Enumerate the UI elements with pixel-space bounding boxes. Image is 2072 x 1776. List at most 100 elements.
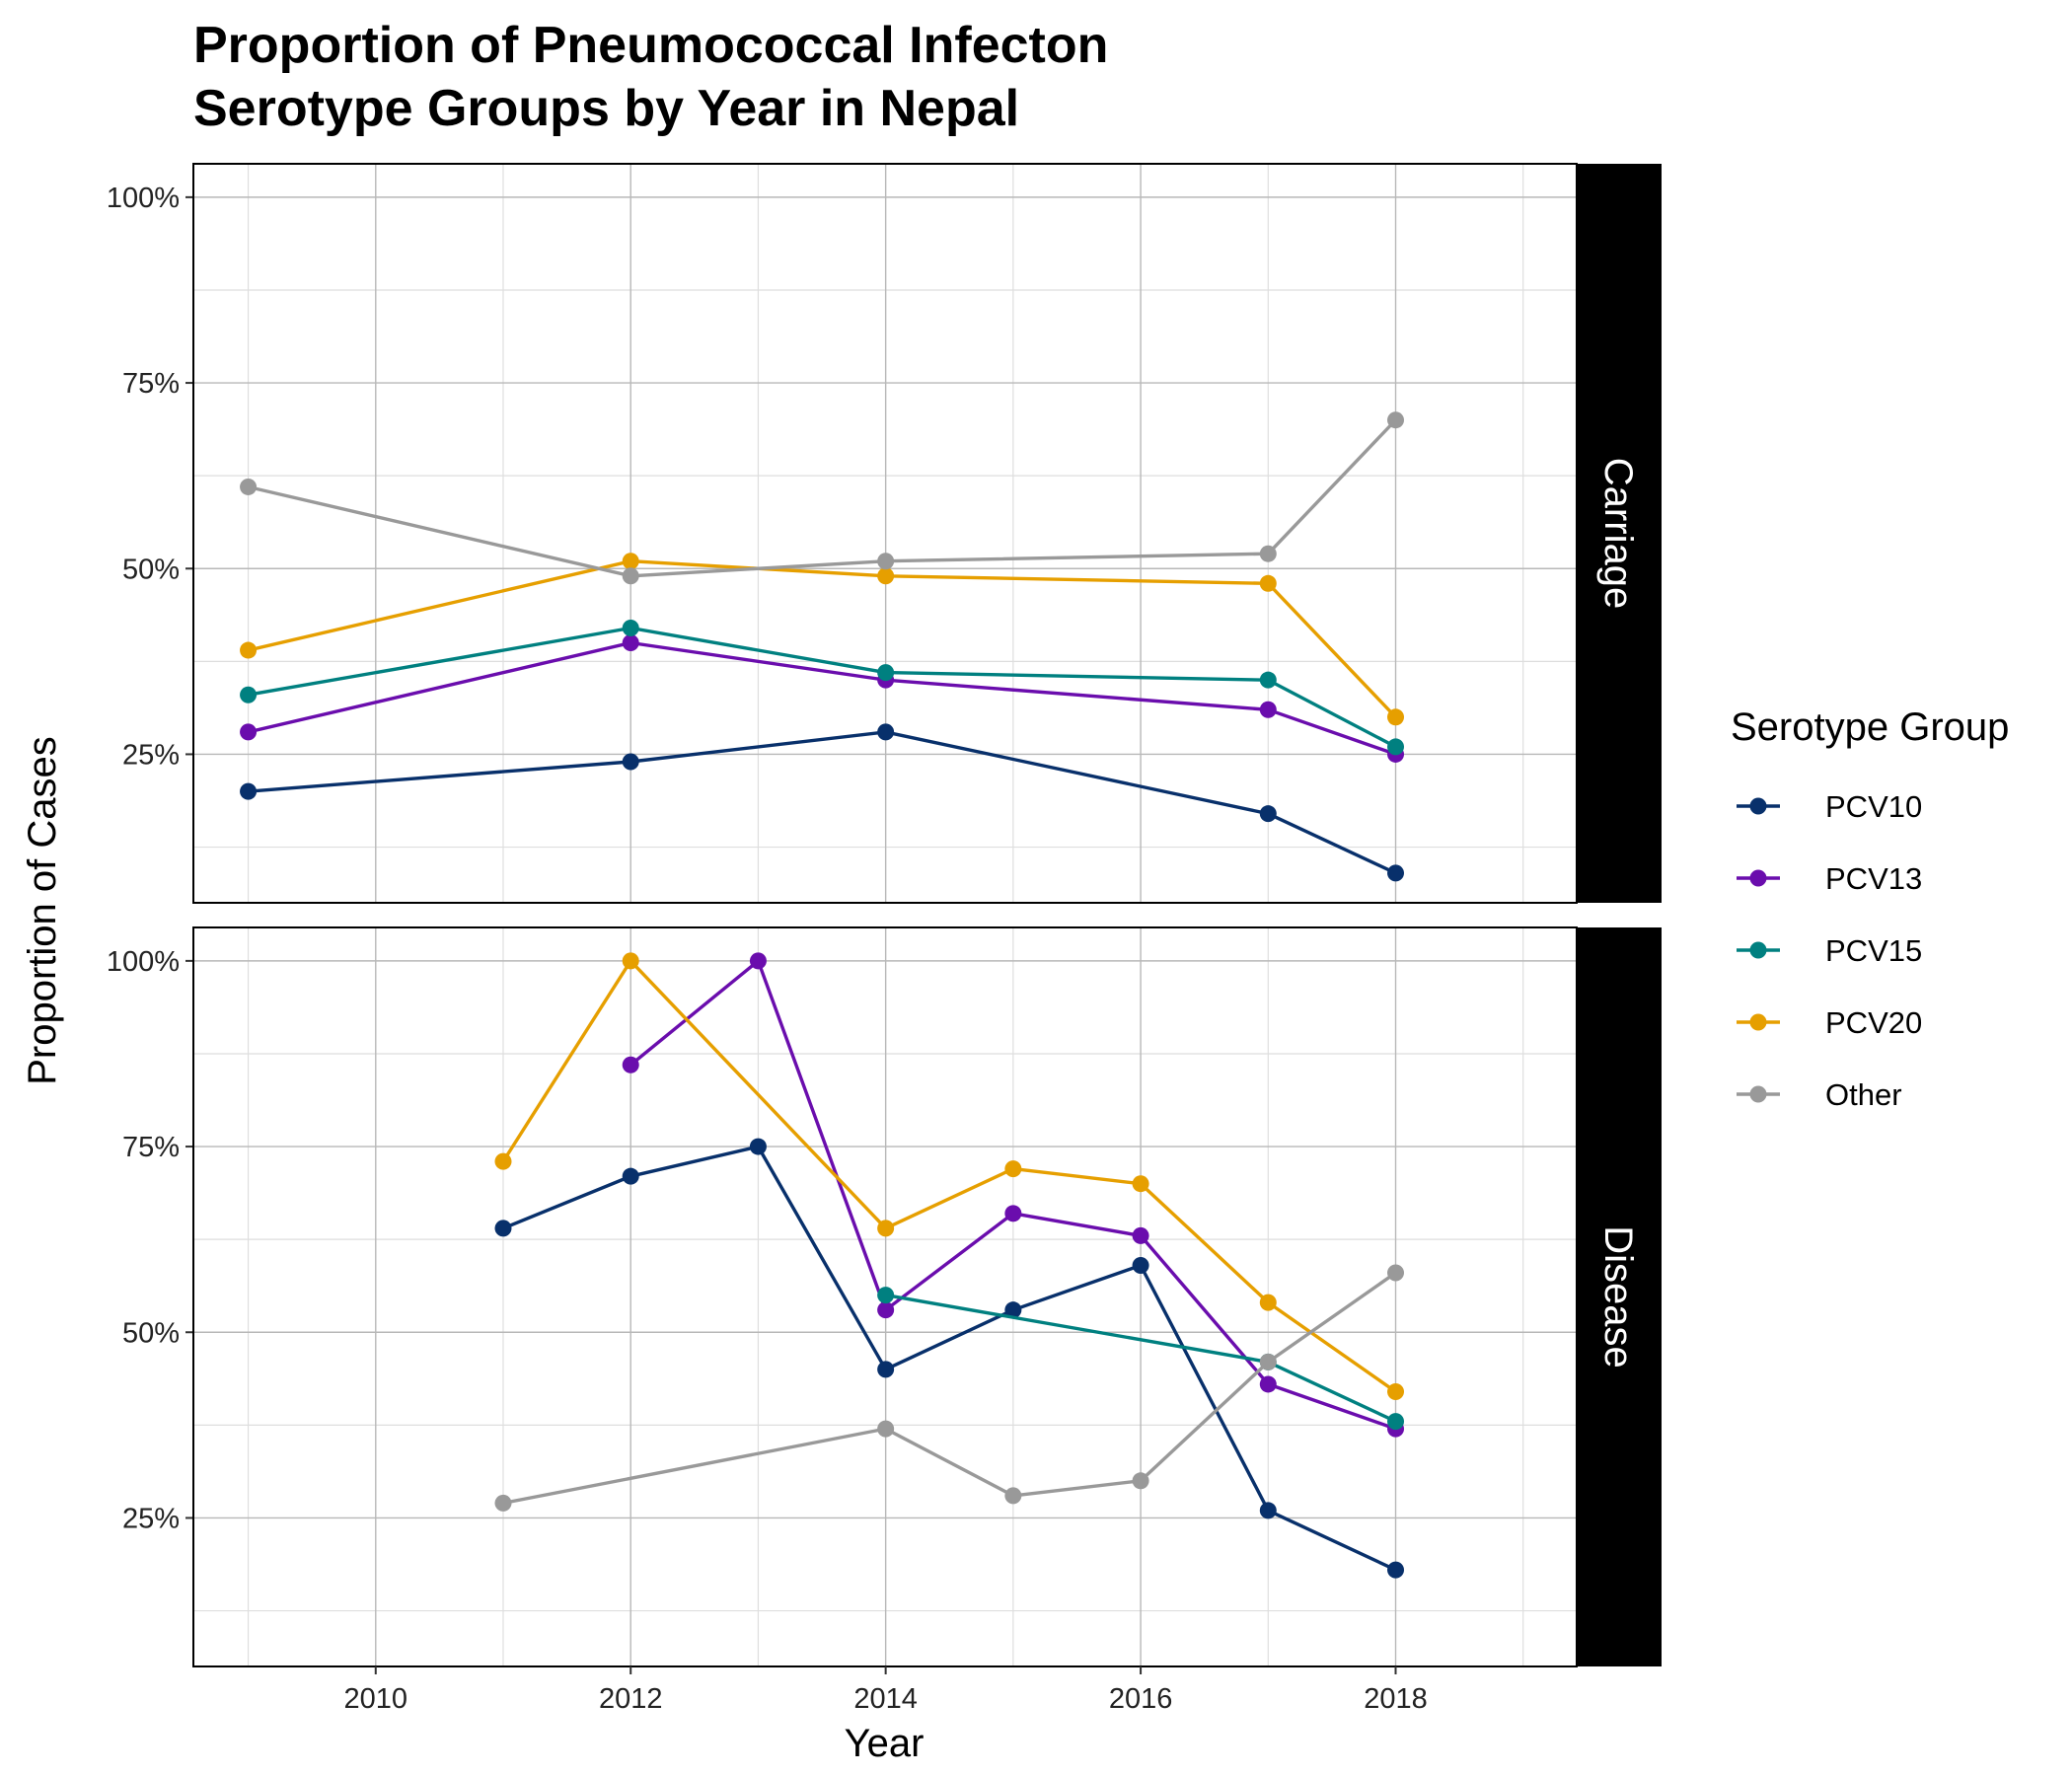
series-pcv10-disease (494, 1138, 1405, 1579)
legend-label: PCV10 (1825, 789, 1922, 824)
legend-entry-pcv10: PCV10 (1737, 789, 1922, 824)
x-tick-label: 2014 (853, 1683, 918, 1715)
x-tick-label: 2018 (1364, 1683, 1428, 1715)
data-point (622, 553, 639, 570)
data-point (622, 619, 639, 636)
legend-label: PCV20 (1825, 1005, 1922, 1040)
y-tick-label: 25% (122, 739, 180, 771)
series-pcv15-carriage (240, 619, 1405, 756)
data-point (1132, 1472, 1149, 1490)
facet-strip (1577, 927, 1662, 1666)
data-point (494, 1220, 512, 1237)
series-other-carriage (240, 411, 1405, 585)
data-point (622, 1167, 639, 1185)
facet-strip (1577, 164, 1662, 903)
data-point (877, 1220, 895, 1237)
data-point (877, 1301, 895, 1319)
data-point (1387, 738, 1405, 756)
data-point (1004, 1160, 1022, 1178)
facet-strip-label: Carriage (1596, 458, 1640, 609)
data-point (749, 952, 767, 970)
y-tick-label: 50% (122, 1317, 180, 1349)
data-point (877, 723, 895, 741)
data-point (240, 723, 258, 741)
data-point (622, 567, 639, 585)
chart-title-line-2: Serotype Groups by Year in Nepal (193, 80, 1019, 137)
legend-items: PCV10 PCV13 PCV15 PCV20 Other (1737, 789, 1922, 1112)
y-tick-label: 50% (122, 554, 180, 585)
data-point (1259, 1294, 1277, 1311)
data-point (1387, 864, 1405, 882)
y-tick-label: 100% (107, 183, 180, 214)
chart-title-line-1: Proportion of Pneumococcal Infecton (193, 17, 1108, 74)
series-other-disease (494, 1264, 1405, 1512)
data-point (1387, 708, 1405, 726)
legend-label: PCV15 (1825, 933, 1922, 968)
data-point (1259, 545, 1277, 562)
data-point (494, 1494, 512, 1512)
series-pcv20-carriage (240, 553, 1405, 726)
data-point (240, 782, 258, 800)
y-axis-title: Proportion of Cases (21, 736, 64, 1085)
x-tick-label: 2010 (344, 1683, 408, 1715)
legend-entry-other: Other (1737, 1077, 1902, 1112)
data-point (1004, 1487, 1022, 1505)
data-point (1259, 1375, 1277, 1393)
data-point (1259, 574, 1277, 592)
data-point (1259, 671, 1277, 689)
data-point (1387, 1413, 1405, 1431)
legend-entry-pcv20: PCV20 (1737, 1005, 1922, 1040)
legend-title: Serotype Group (1731, 705, 2009, 749)
data-point (877, 1361, 895, 1378)
data-point (877, 1287, 895, 1304)
y-tick-label: 75% (122, 1132, 180, 1163)
data-point (1387, 1382, 1405, 1400)
facet-strip-label: Disease (1596, 1225, 1640, 1369)
facet-panels: 25% 50% 75% 100% Carriage 25% 50% 75% 100% Diseas… (107, 163, 1662, 1667)
legend-key-point (1749, 797, 1767, 815)
data-point (1004, 1301, 1022, 1319)
legend-entry-pcv15: PCV15 (1737, 933, 1922, 968)
data-point (240, 478, 258, 495)
data-point (1259, 1502, 1277, 1519)
data-point (622, 634, 639, 652)
x-axis-title: Year (845, 1722, 925, 1765)
data-point (877, 1420, 895, 1438)
legend-entry-pcv13: PCV13 (1737, 861, 1922, 896)
x-tick-label: 2012 (599, 1683, 663, 1715)
x-tick-label: 2016 (1109, 1683, 1173, 1715)
legend-label: PCV13 (1825, 861, 1922, 896)
data-point (877, 567, 895, 585)
panel-disease: 25% 50% 75% 100% Disease (107, 926, 1662, 1667)
data-point (877, 553, 895, 570)
data-point (240, 686, 258, 703)
legend-key-point (1749, 869, 1767, 887)
chart-title: Proportion of Pneumococcal Infecton Sero… (193, 17, 1108, 137)
legend-key-point (1749, 941, 1767, 959)
data-point (1387, 1561, 1405, 1579)
series-line (502, 1271, 1397, 1506)
data-point (1259, 701, 1277, 718)
data-point (1387, 411, 1405, 429)
data-point (494, 1152, 512, 1170)
y-tick-label: 100% (107, 946, 180, 978)
legend-label: Other (1825, 1077, 1902, 1112)
data-point (622, 1056, 639, 1073)
panel-carriage: 25% 50% 75% 100% Carriage (107, 163, 1662, 904)
data-point (749, 1138, 767, 1155)
data-point (1004, 1205, 1022, 1222)
data-point (1259, 1353, 1277, 1370)
legend: Serotype Group PCV10 PCV13 PCV15 PCV20 Other (1731, 705, 2009, 1112)
y-tick-label: 25% (122, 1503, 180, 1534)
data-point (1387, 1264, 1405, 1282)
series-pcv10-carriage (240, 723, 1405, 882)
data-point (622, 753, 639, 771)
data-point (622, 952, 639, 970)
data-point (1132, 1257, 1149, 1275)
legend-key-point (1749, 1013, 1767, 1031)
data-point (1132, 1226, 1149, 1244)
series-line (502, 1145, 1397, 1572)
data-point (240, 641, 258, 659)
data-point (877, 664, 895, 682)
